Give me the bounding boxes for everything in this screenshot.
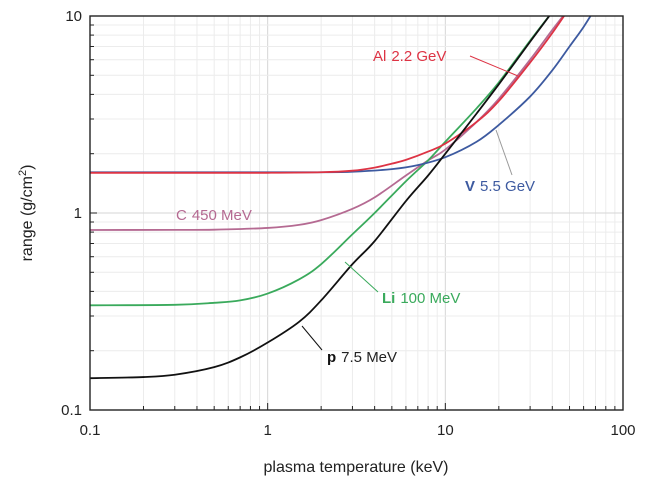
- series-label-c-energy: 450 MeV: [192, 207, 252, 224]
- y-tick-label: 0.1: [61, 402, 82, 419]
- leader-p: [301, 325, 323, 351]
- series-label-c: C 450 MeV: [176, 207, 252, 224]
- series-label-al-energy: 2.2 GeV: [391, 48, 446, 65]
- x-axis-label: plasma temperature (keV): [264, 459, 449, 476]
- series-line-c: [90, 16, 565, 231]
- y-tick-label: 10: [65, 8, 82, 25]
- series-line-p: [90, 16, 551, 380]
- x-tick-label: 0.1: [80, 422, 101, 439]
- series-label-li: Li 100 MeV: [382, 290, 460, 307]
- tick-labels: 0.1 1 10 100 0.1 1 10: [61, 8, 635, 439]
- y-axis-label-close: ): [19, 165, 36, 170]
- series-lines: [90, 16, 592, 380]
- y-axis-label-main: range (g/cm: [19, 176, 36, 261]
- series-label-al-symbol: Al: [373, 48, 386, 65]
- series-label-al: Al 2.2 GeV: [373, 48, 446, 65]
- y-tick-label: 1: [74, 205, 82, 222]
- axis-ticks: [89, 24, 616, 411]
- y-axis-label-sup: 2: [17, 170, 29, 176]
- x-tick-label: 1: [263, 422, 271, 439]
- series-label-li-energy: 100 MeV: [400, 290, 460, 307]
- series-label-v-energy: 5.5 GeV: [480, 178, 535, 195]
- series-label-c-symbol: C: [176, 207, 187, 224]
- leader-al: [469, 55, 519, 77]
- series-label-v-symbol: V: [465, 178, 475, 195]
- leader-li: [344, 261, 379, 293]
- series-line-li: [90, 16, 551, 307]
- series-label-p: p 7.5 MeV: [327, 349, 397, 366]
- series-label-v: V 5.5 GeV: [465, 178, 535, 195]
- leader-v: [495, 129, 513, 176]
- x-tick-label: 100: [610, 422, 635, 439]
- x-tick-label: 10: [437, 422, 454, 439]
- series-label-p-symbol: p: [327, 349, 336, 366]
- series-line-al: [90, 16, 566, 174]
- series-label-p-energy: 7.5 MeV: [341, 349, 397, 366]
- y-axis-label: range (g/cm2): [17, 165, 36, 262]
- label-leader-lines: [301, 55, 519, 351]
- series-label-li-symbol: Li: [382, 290, 395, 307]
